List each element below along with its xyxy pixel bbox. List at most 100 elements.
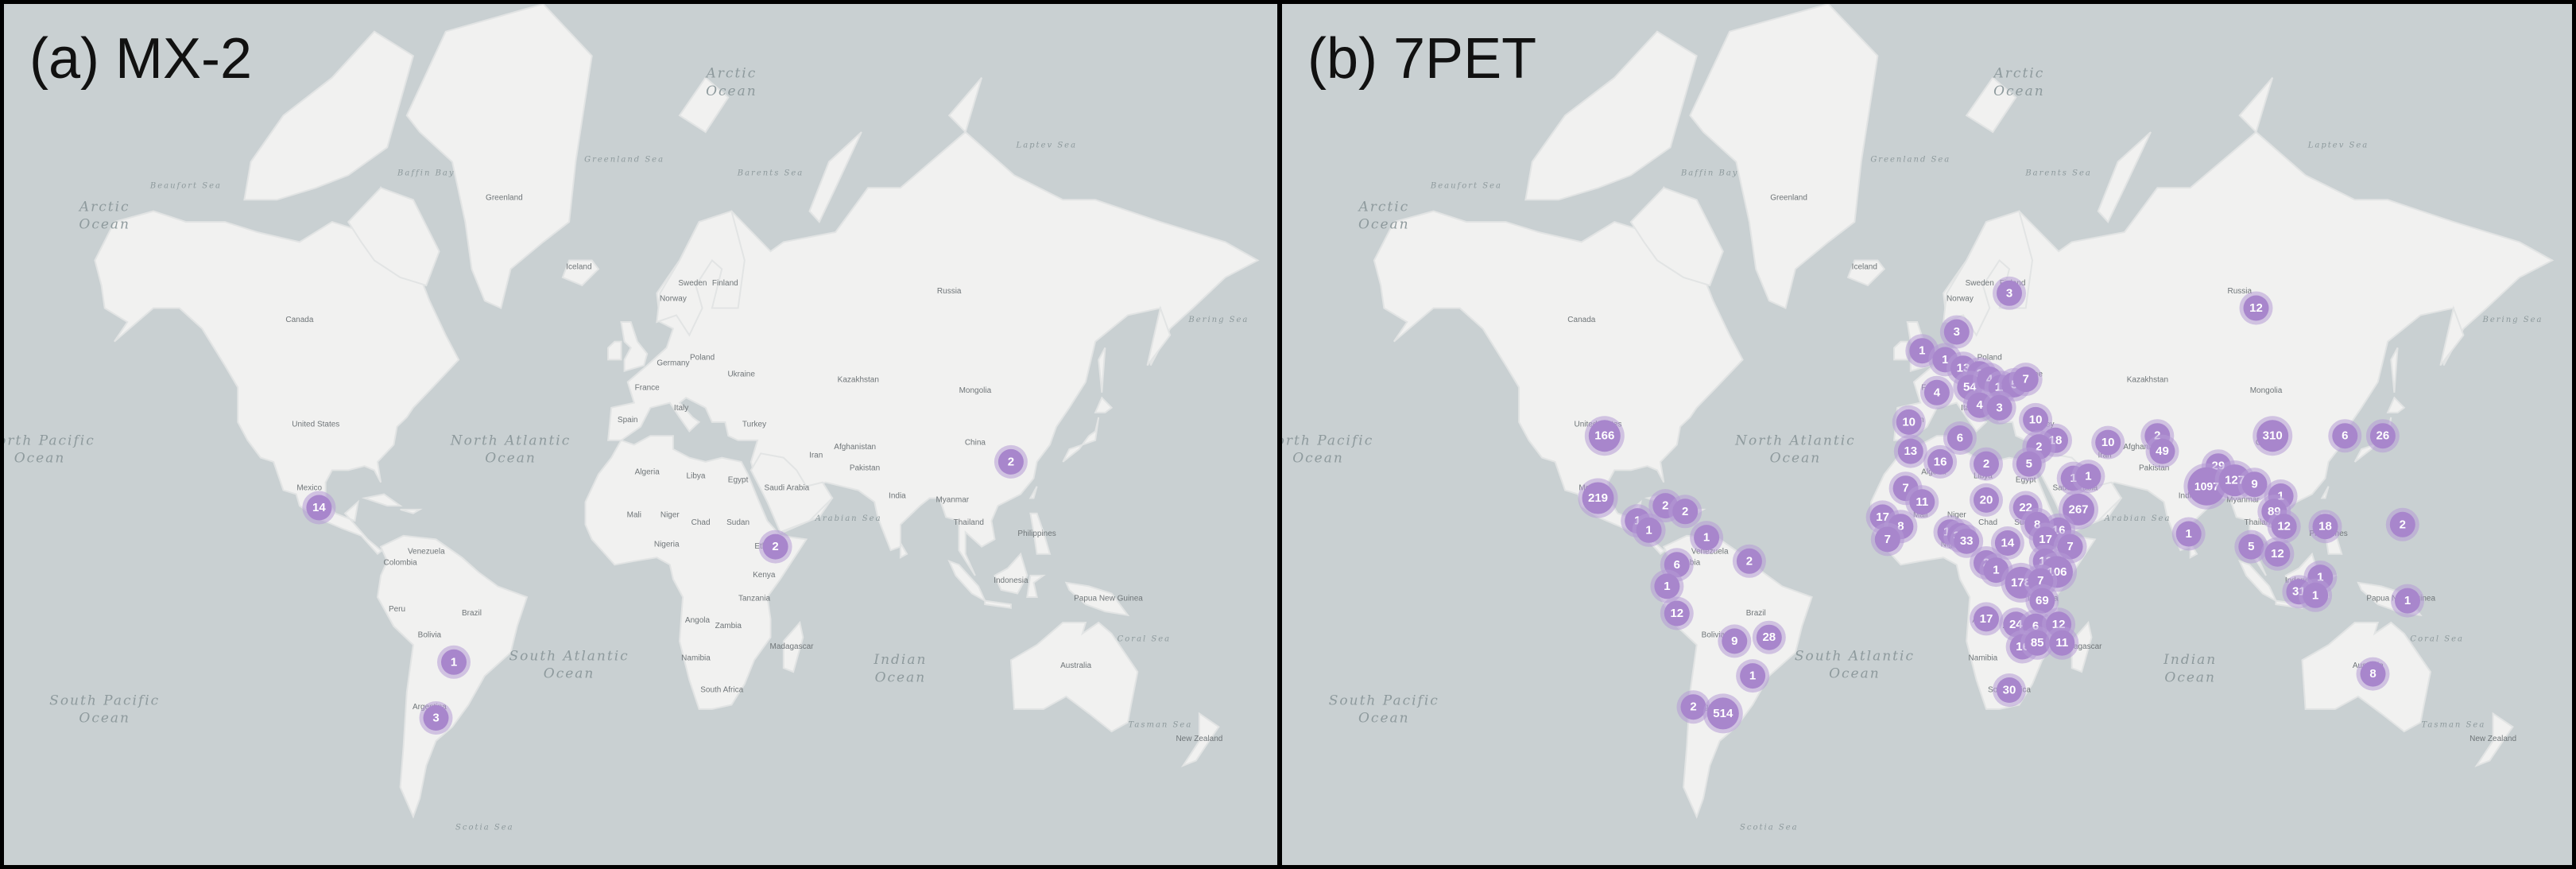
cluster-marker[interactable]: 12 bbox=[2239, 291, 2273, 325]
cluster-dot bbox=[1997, 280, 2022, 306]
cluster-marker[interactable]: 10 bbox=[1892, 405, 1926, 439]
cluster-marker[interactable]: 1 bbox=[2299, 578, 2333, 612]
ocean-labels: Arctic Ocean Arctic Ocean North Atlantic Ocea… bbox=[1282, 66, 2542, 832]
cluster-marker[interactable]: 1 bbox=[2171, 517, 2206, 551]
cluster-marker[interactable]: 6 bbox=[1943, 421, 1977, 455]
country-label: Madagascar bbox=[2058, 642, 2102, 651]
cluster-count: 2 bbox=[2036, 440, 2042, 454]
ocean-label: Scotia Sea bbox=[1740, 823, 1799, 832]
cluster-marker[interactable]: 9 bbox=[1718, 624, 1752, 658]
cluster-marker[interactable]: 7 bbox=[2009, 363, 2043, 397]
cluster-count: 49 bbox=[2156, 444, 2169, 458]
cluster-marker[interactable]: 12 bbox=[1660, 596, 1694, 630]
cluster-marker[interactable]: 10 bbox=[2091, 425, 2125, 460]
cluster-marker[interactable]: 3 bbox=[1993, 276, 2026, 310]
cluster-marker[interactable]: 14 bbox=[1990, 526, 2024, 560]
ocean-label: South Atlantic Ocean bbox=[509, 648, 629, 681]
country-label: Brazil bbox=[1746, 609, 1766, 618]
cluster-marker[interactable]: 11 bbox=[2045, 626, 2079, 660]
cluster-marker[interactable]: 219 bbox=[1578, 478, 1618, 518]
cluster-marker[interactable]: 1 bbox=[1632, 513, 1666, 547]
country-label: Myanmar bbox=[2226, 495, 2260, 504]
landmass-iceland bbox=[561, 259, 600, 287]
cluster-count: 30 bbox=[2003, 684, 2016, 697]
country-label: Iran bbox=[809, 452, 823, 460]
cluster-marker[interactable]: 1 bbox=[2391, 584, 2424, 618]
cluster-marker[interactable]: 2 bbox=[1970, 447, 2003, 481]
country-label: Canada bbox=[1567, 316, 1595, 324]
cluster-marker[interactable]: 2 bbox=[1732, 544, 1766, 578]
cluster-marker[interactable]: 11 bbox=[1905, 485, 1939, 519]
cluster-marker[interactable]: 30 bbox=[1993, 673, 2026, 707]
ocean-label: Coral Sea bbox=[2410, 634, 2464, 643]
cluster-marker[interactable]: 1 bbox=[1650, 569, 1684, 603]
cluster-marker[interactable]: 2 bbox=[2385, 507, 2419, 541]
cluster-count: 9 bbox=[1731, 634, 1737, 648]
ocean-label: Beaufort Sea bbox=[1430, 181, 1502, 190]
cluster-count: 2 bbox=[1662, 499, 1668, 513]
cluster-marker[interactable]: 7 bbox=[1870, 522, 1904, 557]
cluster-marker[interactable]: 33 bbox=[1950, 524, 1984, 558]
cluster-count: 8 bbox=[2369, 667, 2376, 681]
country-label: Iceland bbox=[1852, 262, 1877, 271]
cluster-marker[interactable]: 514 bbox=[1702, 693, 1743, 734]
cluster-marker[interactable]: 3 bbox=[1982, 390, 2016, 425]
country-label: Thailand bbox=[954, 518, 984, 527]
cluster-marker[interactable]: 14 bbox=[302, 491, 336, 525]
cluster-marker[interactable]: 17 bbox=[1970, 602, 2003, 636]
cluster-marker[interactable]: 16 bbox=[1923, 444, 1958, 479]
cluster-marker[interactable]: 2 bbox=[1676, 690, 1710, 724]
cluster-marker[interactable]: 2 bbox=[758, 530, 792, 564]
landmass-svalbard bbox=[1965, 76, 2017, 134]
cluster-count: 33 bbox=[1960, 534, 1974, 548]
cluster-marker[interactable]: 1 bbox=[437, 645, 471, 679]
cluster-marker[interactable]: 1 bbox=[1736, 659, 1770, 693]
cluster-marker[interactable]: 5 bbox=[2234, 530, 2268, 564]
cluster-marker[interactable]: 85 bbox=[2020, 626, 2055, 660]
country-label: Saudi Arabia bbox=[765, 484, 810, 493]
landmass-borneo bbox=[994, 552, 1028, 595]
cluster-count: 267 bbox=[2068, 502, 2088, 516]
cluster-marker[interactable]: 10 bbox=[2019, 402, 2053, 436]
cluster-marker[interactable]: 8 bbox=[2356, 657, 2390, 691]
cluster-marker[interactable]: 13 bbox=[1893, 434, 1927, 468]
world-map[interactable]: Arctic Ocean Arctic Ocean North Atlantic Ocea… bbox=[4, 4, 1277, 865]
cluster-marker[interactable]: 310 bbox=[2253, 416, 2293, 456]
ocean-label: Baffin Bay bbox=[1680, 169, 1739, 177]
cluster-marker[interactable]: 5 bbox=[2012, 447, 2046, 481]
cluster-marker[interactable]: 28 bbox=[1752, 620, 1786, 654]
ocean-label: Arctic Ocean bbox=[1357, 200, 1409, 233]
landmass-novaya-zemlya bbox=[2097, 131, 2152, 223]
country-label: South Africa bbox=[700, 686, 743, 695]
landmass-madagascar bbox=[2070, 620, 2093, 673]
cluster-marker[interactable]: 2 bbox=[994, 444, 1028, 479]
cluster-marker[interactable]: 1 bbox=[1690, 521, 1724, 555]
cluster-marker[interactable]: 2 bbox=[1668, 495, 1702, 529]
panel-mx2: (a) MX-2 Arctic Ocean Arctic Ocean North Atl… bbox=[0, 0, 1281, 869]
cluster-count: 8 bbox=[1897, 520, 1904, 533]
cluster-marker[interactable]: 20 bbox=[1970, 483, 2003, 517]
cluster-marker[interactable]: 3 bbox=[1939, 315, 1974, 349]
cluster-marker[interactable]: 3 bbox=[419, 701, 453, 735]
landmass-taiwan bbox=[1028, 486, 1038, 499]
cluster-marker[interactable]: 26 bbox=[2365, 419, 2400, 453]
cluster-marker[interactable]: 6 bbox=[2328, 419, 2362, 453]
country-label: Egypt bbox=[728, 476, 749, 485]
cluster-marker[interactable]: 12 bbox=[2260, 537, 2295, 571]
cluster-marker[interactable]: 166 bbox=[1584, 416, 1625, 456]
cluster-marker[interactable]: 49 bbox=[2145, 434, 2179, 468]
country-label: Myanmar bbox=[935, 495, 969, 504]
cluster-marker[interactable]: 69 bbox=[2025, 584, 2059, 618]
world-map[interactable]: Arctic Ocean Arctic Ocean North Atlantic Ocea… bbox=[1282, 4, 2572, 865]
cluster-count: 6 bbox=[1674, 558, 1680, 572]
ocean-label: North Atlantic Ocean bbox=[450, 433, 571, 466]
cluster-marker[interactable]: 12 bbox=[2267, 510, 2301, 544]
country-label: Bolivia bbox=[1702, 631, 1726, 640]
cluster-marker[interactable]: 9 bbox=[2237, 467, 2272, 502]
country-label: Afghanistan bbox=[834, 443, 876, 452]
country-label: Sudan bbox=[726, 518, 750, 527]
cluster-marker[interactable]: 1 bbox=[2071, 460, 2105, 494]
cluster-marker[interactable]: 18 bbox=[2308, 510, 2342, 544]
cluster-marker[interactable]: 4 bbox=[1919, 375, 1954, 409]
